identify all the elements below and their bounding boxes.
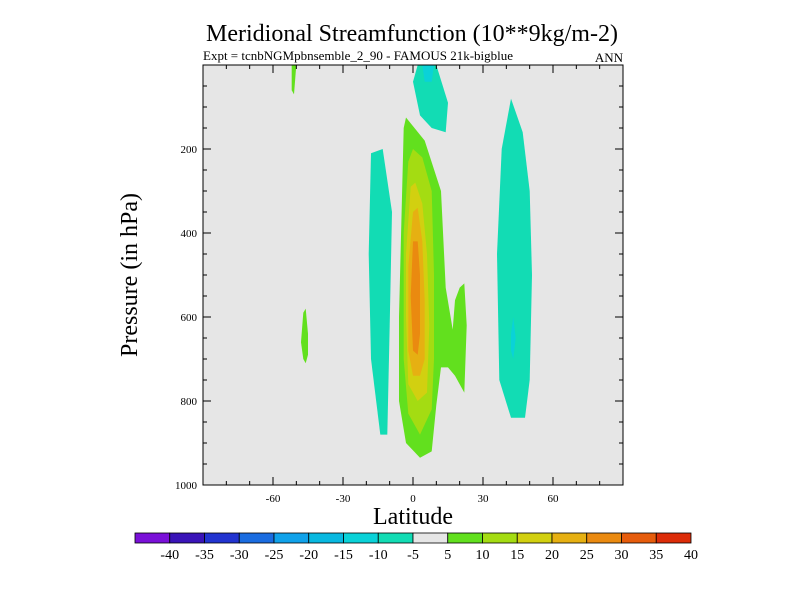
colorbar-label: -20 xyxy=(299,548,318,563)
colorbar-label: -25 xyxy=(265,548,284,563)
y-tick-label: 800 xyxy=(181,396,198,408)
colorbar-label: -5 xyxy=(407,548,419,563)
y-tick-label: 400 xyxy=(181,228,198,240)
x-tick-label: 30 xyxy=(478,493,490,505)
contour-region-4 xyxy=(511,317,516,359)
y-tick-label: 600 xyxy=(181,312,198,324)
y-tick-label: 200 xyxy=(181,144,198,156)
season-label: ANN xyxy=(595,50,624,65)
colorbar-swatch xyxy=(516,532,553,544)
colorbar-swatch xyxy=(621,532,657,544)
y-axis-label: Pressure (in hPa) xyxy=(117,193,143,357)
colorbar-swatch xyxy=(412,532,449,544)
colorbar-label: 20 xyxy=(545,548,559,563)
colorbar-label: 40 xyxy=(684,548,698,563)
colorbar-label: -10 xyxy=(369,548,388,563)
colorbar-label: 30 xyxy=(615,548,629,563)
y-tick-label: 1000 xyxy=(175,480,198,492)
colorbar-swatch xyxy=(238,532,275,544)
colorbar-swatch xyxy=(377,532,414,544)
colorbar-label: 10 xyxy=(476,548,490,563)
contour-region-10 xyxy=(291,65,297,95)
colorbar-swatch xyxy=(273,532,310,544)
colorbar-swatch xyxy=(308,532,344,544)
chart-subtitle: Expt = tcnbNGMpbnsemble_2_90 - FAMOUS 21… xyxy=(203,48,513,63)
colorbar-label: -30 xyxy=(230,548,249,563)
colorbar-label: 15 xyxy=(510,548,524,563)
x-axis-label: Latitude xyxy=(373,504,453,530)
contour-region-1 xyxy=(422,65,434,82)
x-tick-label: -30 xyxy=(336,493,351,505)
colorbar-swatch xyxy=(343,532,379,544)
chart-title: Meridional Streamfunction (10**9kg/m-2) xyxy=(206,21,618,47)
contour-regions xyxy=(291,65,532,458)
x-tick-label: -60 xyxy=(266,493,281,505)
colorbar: -40 -35 -30 -25 -20 -15 -10 -5 5 10 15 20 25 30 35 40 xyxy=(134,532,698,563)
colorbar-swatch xyxy=(447,532,483,544)
colorbar-label: -15 xyxy=(334,548,353,563)
colorbar-swatch xyxy=(551,532,588,544)
contour-region-2 xyxy=(368,149,392,435)
colorbar-swatch xyxy=(169,532,205,544)
colorbar-swatch xyxy=(134,532,171,544)
colorbar-label: -40 xyxy=(160,548,179,563)
x-tick-label: 60 xyxy=(548,493,560,505)
colorbar-label: 5 xyxy=(444,548,451,563)
axis-ticks: -60 -30 0 30 60 200 400 600 800 1000 xyxy=(175,65,623,505)
x-tick-label: 0 xyxy=(410,493,416,505)
contour-region-3 xyxy=(497,98,532,418)
colorbar-swatch xyxy=(482,532,518,544)
contour-region-11 xyxy=(301,308,308,364)
colorbar-label: -35 xyxy=(195,548,214,563)
colorbar-label: 35 xyxy=(649,548,663,563)
colorbar-swatch xyxy=(586,532,622,544)
colorbar-label: 25 xyxy=(580,548,594,563)
colorbar-swatch xyxy=(655,532,692,544)
contour-region-0 xyxy=(413,65,448,133)
colorbar-swatch xyxy=(204,532,240,544)
contour-region-9 xyxy=(410,241,420,355)
